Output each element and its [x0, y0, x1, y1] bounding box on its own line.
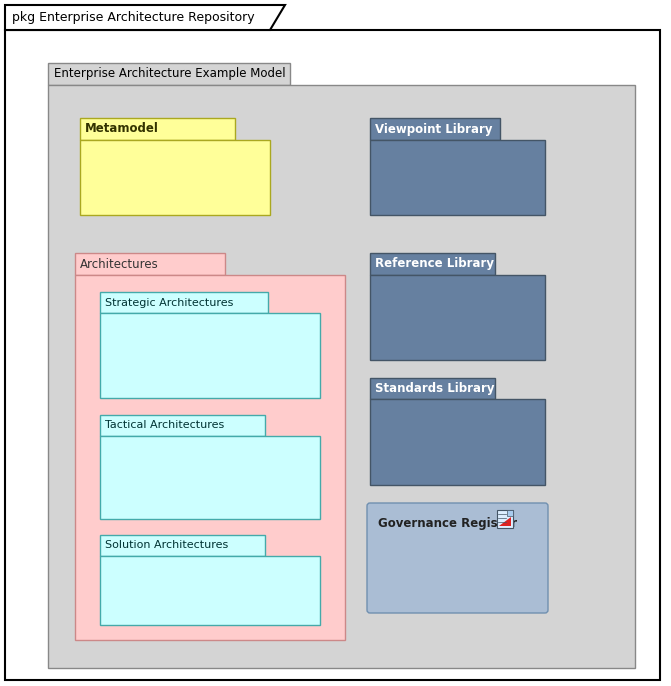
Text: Metamodel: Metamodel — [85, 123, 159, 136]
Bar — [370, 378, 495, 399]
Bar — [100, 535, 265, 556]
Bar — [80, 140, 270, 215]
Bar — [100, 436, 320, 519]
Bar — [75, 275, 345, 640]
Polygon shape — [507, 510, 513, 516]
Text: Governance Register: Governance Register — [378, 517, 517, 530]
Bar — [370, 399, 545, 485]
Polygon shape — [5, 5, 285, 30]
Text: Enterprise Architecture Example Model: Enterprise Architecture Example Model — [54, 67, 286, 80]
Bar — [48, 85, 635, 668]
Polygon shape — [499, 517, 511, 526]
Text: Tactical Architectures: Tactical Architectures — [105, 421, 224, 431]
Text: Reference Library: Reference Library — [375, 257, 494, 270]
Bar — [370, 275, 545, 360]
Bar — [100, 415, 265, 436]
Bar — [370, 253, 495, 275]
Bar — [80, 118, 235, 140]
Text: Standards Library: Standards Library — [375, 382, 495, 395]
Bar — [48, 63, 290, 85]
Bar — [100, 292, 268, 313]
Text: Architectures: Architectures — [80, 257, 159, 270]
Text: Viewpoint Library: Viewpoint Library — [375, 123, 493, 136]
Bar — [100, 556, 320, 625]
Bar — [370, 118, 500, 140]
Text: pkg Enterprise Architecture Repository: pkg Enterprise Architecture Repository — [12, 11, 254, 24]
Bar — [370, 140, 545, 215]
FancyBboxPatch shape — [367, 503, 548, 613]
Bar — [75, 253, 225, 275]
Bar — [100, 313, 320, 398]
Bar — [497, 510, 513, 528]
Text: Solution Architectures: Solution Architectures — [105, 541, 228, 550]
Text: Strategic Architectures: Strategic Architectures — [105, 298, 234, 307]
